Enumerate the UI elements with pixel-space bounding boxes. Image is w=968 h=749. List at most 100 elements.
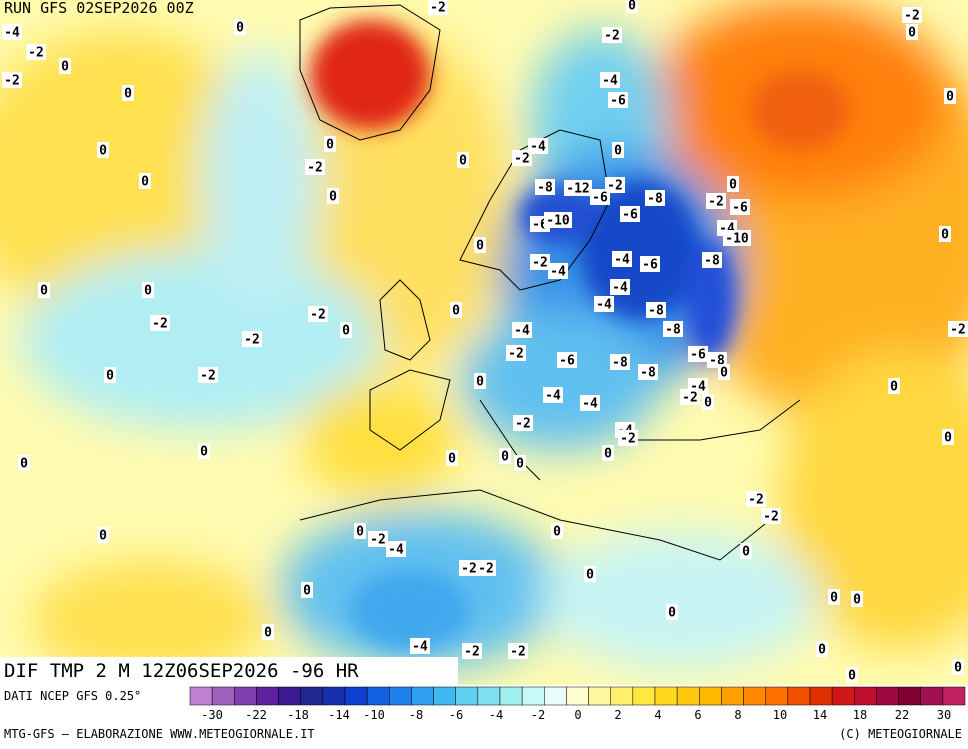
contour-label: 0: [99, 144, 107, 159]
contour-label: 0: [476, 239, 484, 254]
contour-label-box: [305, 159, 325, 175]
contour-label-box: [2, 72, 22, 88]
contour-label: 0: [704, 396, 712, 411]
contour-label: -8: [537, 181, 553, 196]
contour-label: 0: [501, 450, 509, 465]
contour-label-box: [816, 641, 828, 657]
contour-label-box: [746, 491, 766, 507]
colorbar-swatch: [544, 686, 567, 706]
contour-label-box: [846, 667, 858, 683]
contour-label: -4: [614, 253, 630, 268]
colorbar-swatch: [765, 686, 789, 706]
contour-label: -2: [682, 391, 698, 406]
contour-label-box: [474, 237, 486, 253]
contour-label-box: [663, 321, 683, 337]
contour-label: -2: [28, 46, 44, 61]
contour-label: 0: [729, 178, 737, 193]
contour-label-box: [594, 296, 614, 312]
colorbar-label: -30: [201, 708, 223, 722]
colorbar-swatch: [787, 686, 811, 706]
contour-label-box: [59, 58, 71, 74]
run-title: RUN GFS 02SEP2026 00Z: [4, 0, 194, 17]
colorbar: -30 -22 -18 -14 -10 -8 -6 -4 -2 0 2 4 6 8 10 14 18 22 30: [189, 686, 966, 722]
contour-label-box: [462, 643, 482, 659]
contour-label-box: [580, 395, 600, 411]
colorbar-swatch: [234, 686, 257, 706]
contour-label-box: [474, 373, 486, 389]
contour-label: 0: [604, 447, 612, 462]
colorbar-swatch: [676, 686, 700, 706]
contour-label-box: [602, 445, 614, 461]
contour-label-box: [354, 523, 366, 539]
contour-label: -2: [950, 323, 966, 338]
contour-label-box: [18, 455, 30, 471]
colorbar-swatch: [920, 686, 944, 706]
contour-label-box: [512, 150, 532, 166]
contour-label: -2: [464, 645, 480, 660]
colorbar-swatch: [743, 686, 766, 706]
contour-label-box: [457, 152, 469, 168]
contour-label: 0: [628, 0, 636, 14]
colorbar-swatch: [521, 686, 545, 706]
contour-label: -2: [310, 308, 326, 323]
colorbar-swatch: [433, 686, 456, 706]
copyright-text: (C) METEOGIORNALE: [839, 727, 962, 741]
contour-label: 0: [668, 606, 676, 621]
field-title: DIF TMP 2 M 12Z06SEP2026 -96 HR: [4, 660, 359, 682]
colorbar-swatch: [588, 686, 611, 706]
contour-label-box: [428, 0, 448, 15]
colorbar-swatch: [566, 686, 589, 706]
contour-label: -2: [430, 1, 446, 16]
contour-label: -2: [478, 562, 494, 577]
colorbar-swatch: [876, 686, 899, 706]
contour-label-box: [640, 256, 660, 272]
contour-label: 0: [61, 60, 69, 75]
contour-label-box: [499, 448, 511, 464]
contour-label: -6: [559, 354, 575, 369]
contour-label-box: [459, 560, 479, 576]
colorbar-swatch: [809, 686, 833, 706]
contour-label-box: [706, 193, 726, 209]
contour-label-box: [646, 302, 666, 318]
contour-label-box: [340, 322, 352, 338]
contour-label-box: [528, 138, 548, 154]
colorbar-label: -22: [245, 708, 267, 722]
contour-label: -2: [4, 74, 20, 89]
contour-label: -4: [530, 140, 546, 155]
contour-label-box: [262, 624, 274, 640]
contour-label-box: [198, 367, 218, 383]
contour-label-box: [610, 354, 630, 370]
contour-label: 0: [329, 190, 337, 205]
colorbar-label: -4: [489, 708, 503, 722]
contour-label: 0: [742, 545, 750, 560]
contour-label: 0: [99, 529, 107, 544]
contour-label-box: [543, 387, 563, 403]
contour-label: -2: [748, 493, 764, 508]
contour-label: 0: [326, 138, 334, 153]
contour-label: -2: [532, 256, 548, 271]
contour-label: 0: [476, 375, 484, 390]
colorbar-label: 6: [694, 708, 701, 722]
contour-label-box: [730, 199, 750, 215]
colorbar-label: 2: [614, 708, 621, 722]
contour-label: -4: [602, 74, 618, 89]
contour-label: -8: [665, 323, 681, 338]
colorbar-label: -14: [328, 708, 350, 722]
colorbar-swatch: [366, 686, 390, 706]
contour-label: -2: [604, 29, 620, 44]
contour-label-box: [952, 659, 964, 675]
colorbar-swatch: [721, 686, 744, 706]
colorbar-swatch: [211, 686, 235, 706]
contour-label: -4: [412, 640, 428, 655]
contour-label-box: [508, 643, 528, 659]
contour-label-box: [198, 443, 210, 459]
contour-label: 0: [356, 525, 364, 540]
colorbar-swatch: [256, 686, 279, 706]
source-text: DATI NCEP GFS 0.25°: [4, 689, 141, 703]
colorbar-label: -18: [287, 708, 309, 722]
contour-label-box: [761, 508, 781, 524]
contour-label: -4: [550, 265, 566, 280]
colorbar-swatch: [411, 686, 434, 706]
